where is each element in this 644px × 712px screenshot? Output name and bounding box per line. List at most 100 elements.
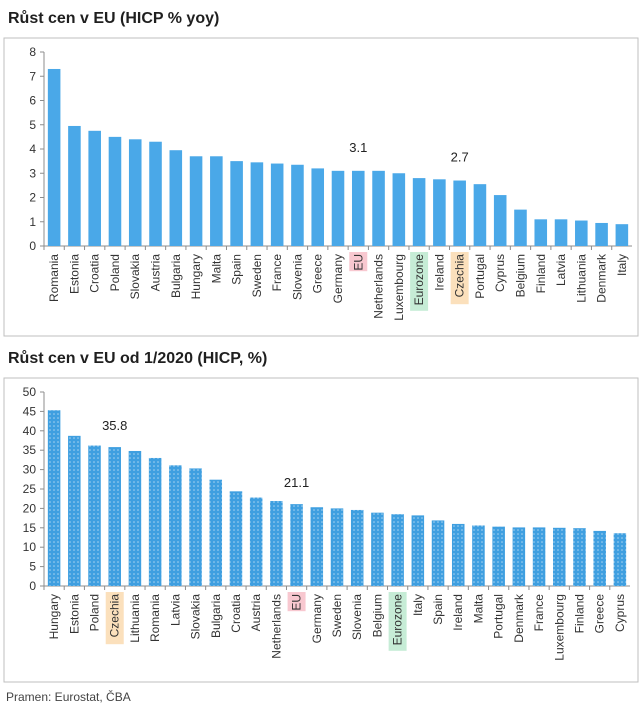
bar-eurozone [412, 178, 426, 246]
x-tick-label: Slovakia [189, 594, 203, 640]
y-tick-label: 0 [29, 239, 36, 253]
x-tick-label: Belgium [370, 594, 384, 637]
x-tick-label: Romania [47, 254, 61, 302]
chart-1-svg: 0 1 2 3 4 5 6 7 8 Romania Estonia Croatia Poland Slov… [3, 37, 639, 337]
bar-bulgaria [209, 479, 223, 586]
bar-croatia [88, 130, 101, 246]
bar-belgium [371, 512, 384, 586]
bar-romania [47, 68, 61, 246]
x-tick-label: Spain [230, 254, 244, 285]
bar-czechia [108, 447, 121, 586]
x-tick-label: Latvia [554, 254, 568, 286]
x-tick-label: Italy [615, 254, 629, 276]
bar-greece [311, 168, 325, 246]
x-tick-label: Portugal [473, 254, 487, 299]
x-tick-label: Eurozone [412, 254, 426, 306]
data-label-eu: 21.1 [284, 475, 309, 490]
bar-austria [149, 141, 162, 246]
x-tick-label: Denmark [512, 593, 526, 643]
bar-estonia [68, 125, 81, 246]
bar-ireland [433, 179, 446, 246]
bar-germany [331, 170, 345, 246]
plot-frame [3, 377, 639, 683]
y-tick-label: 20 [23, 501, 37, 515]
bar-france [532, 527, 546, 586]
bar-latvia [169, 465, 182, 586]
bar-lithuania [575, 220, 588, 246]
plot-frame [3, 37, 639, 337]
y-tick-label: 5 [29, 118, 36, 132]
x-tick-label: Malta [209, 254, 223, 284]
bar-cyprus [493, 195, 507, 246]
bar-lithuania [128, 450, 142, 586]
bar-luxembourg [553, 527, 566, 586]
bar-czechia [453, 180, 466, 246]
bar-eu [290, 504, 303, 586]
bar-netherlands [372, 170, 385, 246]
bar-austria [249, 497, 263, 586]
x-tick-label: Eurozone [391, 594, 405, 646]
y-tick-label: 4 [29, 142, 36, 156]
x-tick-label: Spain [431, 594, 445, 625]
highlight-eurozone [410, 252, 429, 311]
x-tick-label: Slovenia [350, 594, 364, 640]
bar-malta [472, 525, 485, 586]
bar-greece [593, 530, 606, 586]
bar-belgium [514, 209, 527, 246]
bar-germany [310, 507, 324, 586]
bar-hungary [189, 156, 203, 246]
y-tick-label: 3 [29, 166, 36, 180]
bar-spain [431, 520, 445, 586]
y-tick-label: 2 [29, 191, 36, 205]
bar-slovenia [350, 509, 364, 586]
highlight-czechia [450, 252, 469, 305]
x-tick-label: Bulgaria [169, 254, 183, 298]
x-tick-label: Romania [148, 594, 162, 642]
x-tick-label: Luxembourg [392, 254, 406, 321]
bar-malta [210, 156, 223, 246]
bar-cyprus [613, 533, 627, 586]
x-tick-label: Slovakia [128, 254, 142, 300]
y-tick-label: 6 [29, 94, 36, 108]
chart-2-svg: 0 5 10 15 20 25 30 35 40 45 50 Hungary Estonia Poland… [3, 377, 639, 683]
bar-portugal [473, 184, 487, 246]
highlight-czechia [105, 592, 124, 645]
y-tick-label: 35 [23, 443, 37, 457]
x-tick-label: Austria [249, 594, 263, 632]
x-tick-label: Poland [108, 254, 122, 291]
y-tick-label: 5 [29, 560, 36, 574]
highlight-eurozone [388, 592, 407, 651]
x-tick-label: Latvia [168, 594, 182, 626]
x-tick-label: Netherlands [372, 254, 386, 319]
x-tick-label: France [270, 254, 284, 292]
bar-eurozone [391, 514, 404, 586]
bar-luxembourg [392, 173, 406, 246]
x-tick-label: Finland [534, 254, 548, 293]
bar-estonia [68, 435, 81, 586]
y-tick-label: 7 [29, 69, 36, 83]
y-tick-label: 50 [23, 385, 37, 399]
bar-eu [351, 170, 365, 246]
data-label-eu: 3.1 [349, 140, 367, 155]
x-tick-label: Lithuania [128, 594, 142, 643]
x-tick-label: Czechia [108, 594, 122, 638]
y-tick-label: 10 [23, 540, 37, 554]
chart-2-title: Růst cen v EU od 1/2020 (HICP, %) [8, 350, 268, 367]
x-tick-label: Greece [311, 254, 325, 294]
x-tick-label: Estonia [67, 594, 81, 634]
x-tick-label: Croatia [88, 254, 102, 293]
bar-croatia [229, 491, 243, 586]
bar-netherlands [270, 501, 283, 586]
bar-slovakia [189, 468, 202, 586]
x-tick-label: Malta [471, 594, 485, 624]
x-tick-label: Czechia [453, 254, 467, 298]
x-tick-label: Portugal [492, 594, 506, 639]
x-tick-label: Ireland [432, 254, 446, 291]
x-tick-label: Germany [310, 594, 324, 643]
bar-hungary [47, 410, 61, 586]
bar-finland [534, 219, 548, 246]
x-tick-label: Finland [572, 594, 586, 633]
y-tick-label: 8 [29, 45, 36, 59]
x-tick-label: Slovenia [290, 254, 304, 300]
bar-sweden [250, 162, 264, 246]
